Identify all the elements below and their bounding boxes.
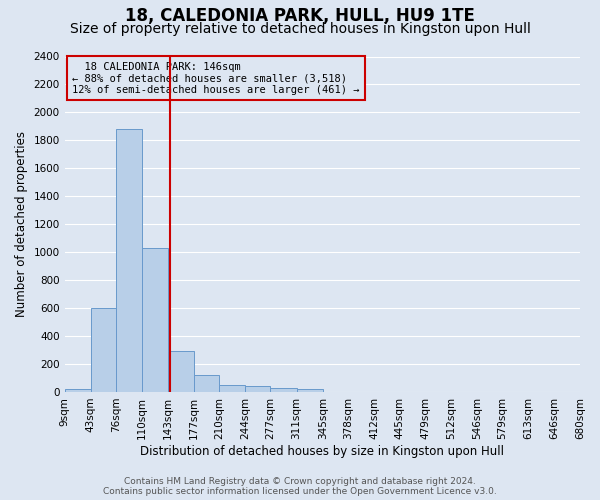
Bar [91, 308, 116, 392]
X-axis label: Distribution of detached houses by size in Kingston upon Hull: Distribution of detached houses by size … [140, 444, 505, 458]
Bar [167, 352, 194, 392]
Bar [194, 375, 219, 392]
Text: Contains HM Land Registry data © Crown copyright and database right 2024.
Contai: Contains HM Land Registry data © Crown c… [103, 476, 497, 496]
Bar [271, 388, 296, 392]
Bar [296, 389, 323, 392]
Bar [116, 129, 142, 392]
Text: 18 CALEDONIA PARK: 146sqm
← 88% of detached houses are smaller (3,518)
12% of se: 18 CALEDONIA PARK: 146sqm ← 88% of detac… [73, 62, 360, 94]
Bar [142, 248, 167, 392]
Bar [245, 386, 271, 392]
Bar [65, 389, 91, 392]
Bar [219, 385, 245, 392]
Text: Size of property relative to detached houses in Kingston upon Hull: Size of property relative to detached ho… [70, 22, 530, 36]
Text: 18, CALEDONIA PARK, HULL, HU9 1TE: 18, CALEDONIA PARK, HULL, HU9 1TE [125, 8, 475, 26]
Y-axis label: Number of detached properties: Number of detached properties [15, 131, 28, 317]
